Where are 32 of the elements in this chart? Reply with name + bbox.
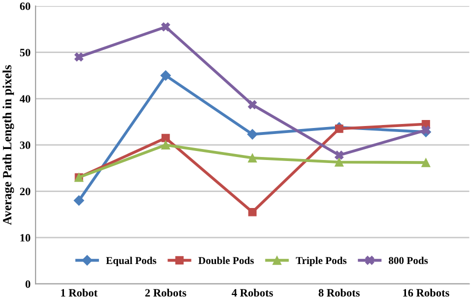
x-tick-label: 1 Robot xyxy=(61,288,98,297)
point xyxy=(334,158,344,167)
x-tick-label: 4 Robots xyxy=(232,288,273,297)
point xyxy=(74,52,84,62)
point xyxy=(421,126,430,135)
y-tick-label: 20 xyxy=(20,188,30,196)
x-tick-label: 8 Robots xyxy=(318,288,360,297)
y-axis-title: Average Path Length in pixels xyxy=(2,65,14,225)
point xyxy=(161,22,170,32)
point xyxy=(248,153,257,162)
point xyxy=(248,100,257,110)
point xyxy=(161,134,170,142)
legend-label: Triple Pods xyxy=(296,256,347,266)
y-tick-label: 50 xyxy=(20,48,30,56)
x-tick-label: 2 Robots xyxy=(145,288,186,297)
point xyxy=(247,129,258,140)
y-tick-label: 60 xyxy=(20,2,30,10)
y-tick-label: 0 xyxy=(26,280,30,288)
point xyxy=(74,195,84,206)
legend-label: Equal Pods xyxy=(106,256,156,266)
point xyxy=(160,70,171,81)
y-tick-label: 40 xyxy=(20,95,30,103)
point xyxy=(334,150,344,160)
point xyxy=(421,158,430,168)
y-tick-label: 30 xyxy=(20,141,30,149)
legend-label: Double Pods xyxy=(198,256,254,264)
point xyxy=(334,124,344,133)
legend-label: 800 Pods xyxy=(388,256,428,264)
y-tick-label: 10 xyxy=(20,234,30,242)
x-tick-label: 16 Robots xyxy=(403,288,450,297)
point xyxy=(248,208,257,216)
point xyxy=(161,140,170,150)
